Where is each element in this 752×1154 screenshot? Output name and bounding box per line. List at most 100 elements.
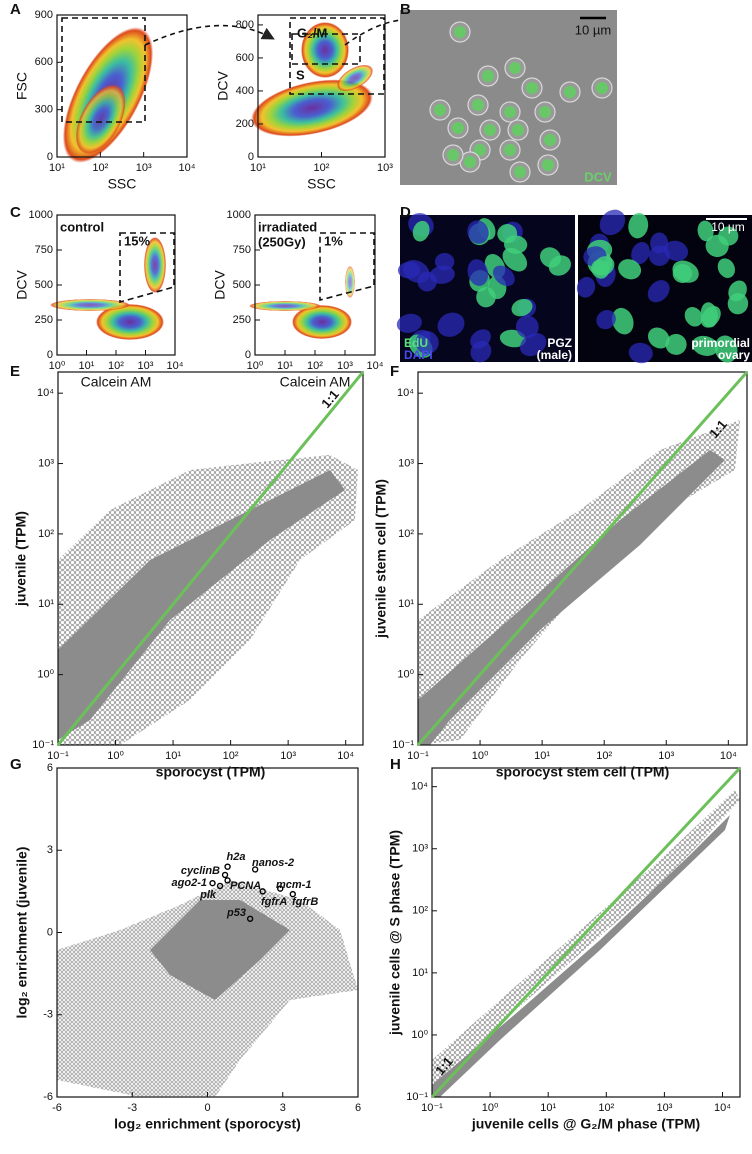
y-tick-label: 10⁴	[37, 387, 54, 399]
cells	[429, 21, 613, 183]
x-axis-label: log₂ enrichment (sporocyst)	[114, 1116, 301, 1132]
nucleus	[415, 330, 439, 354]
x-tick-label: 10²	[92, 162, 108, 174]
y-tick-label: 6	[47, 762, 53, 774]
y-tick-label: 900	[35, 9, 53, 21]
x-tick-label: 10⁴	[167, 360, 184, 372]
y-axis-label: log₂ enrichment (juvenile)	[14, 847, 30, 1019]
y-axis-label: FSC	[14, 72, 30, 100]
x-tick-label: 10³	[377, 162, 393, 174]
annotation: irradiated	[258, 219, 317, 234]
y-tick-label: 600	[35, 56, 53, 68]
x-tick-label: 10⁴	[720, 750, 737, 762]
y-tick-label: 0	[47, 349, 53, 361]
plot-frame	[417, 371, 748, 746]
image-text: 10 µm	[711, 220, 745, 234]
nucleus	[437, 312, 465, 337]
nucleus	[467, 220, 489, 244]
x-tick-label: 10¹	[277, 360, 293, 372]
cell-stain	[512, 124, 524, 136]
x-tick-label: 10⁴	[179, 162, 196, 174]
nucleus	[396, 313, 422, 333]
y-tick-label: 10⁻¹	[32, 739, 54, 751]
nucleus	[434, 253, 455, 271]
nucleus	[649, 245, 670, 266]
annotation: 1%	[324, 233, 343, 248]
nucleus	[612, 307, 634, 335]
cell-stain	[464, 156, 476, 168]
nucleus	[467, 259, 489, 286]
y-tick-label: 10⁴	[411, 781, 428, 793]
nucleus	[520, 333, 547, 357]
nucleus	[663, 240, 689, 262]
cell-stain	[542, 159, 554, 171]
y-tick-label: 10²	[398, 528, 414, 540]
cell-stain	[504, 106, 516, 118]
cell-stain	[484, 124, 496, 136]
y-tick-label: 0	[248, 151, 254, 163]
highlight-point	[221, 871, 229, 879]
cell-stain	[434, 104, 446, 116]
image-text: EdU	[404, 336, 428, 350]
annotation: S	[296, 67, 305, 82]
x-tick-label: 10¹	[79, 360, 95, 372]
cell-stain	[539, 106, 551, 118]
panel-letter: C	[10, 204, 21, 221]
highlight-point	[251, 866, 259, 873]
y-tick-label: 10³	[398, 457, 414, 469]
y-tick-label: 10¹	[38, 598, 54, 610]
x-tick-label: 10²	[314, 162, 330, 174]
gene-label: ago2-1	[172, 877, 207, 889]
identity-line	[56, 371, 365, 746]
panel-letter: F	[390, 363, 399, 380]
nucleus	[429, 265, 455, 284]
annotation: G₂/M	[297, 25, 327, 40]
x-tick-label: 10⁴	[337, 750, 354, 762]
y-tick-label: 10²	[412, 905, 428, 917]
x-tick-label: 10⁴	[367, 360, 384, 372]
x-tick-label: 10⁻¹	[47, 750, 69, 762]
y-tick-label: 1000	[227, 209, 251, 221]
x-tick-label: 10⁰	[107, 750, 124, 762]
nucleus	[593, 256, 615, 276]
panel-letter: D	[400, 204, 411, 221]
y-tick-label: 300	[35, 104, 53, 116]
x-tick-label: 10²	[223, 750, 239, 762]
x-tick-label: 10¹	[534, 750, 550, 762]
x-tick-label: 3	[280, 1102, 286, 1114]
nucleus	[511, 298, 533, 317]
y-tick-label: 10¹	[412, 967, 428, 979]
y-tick-label: 10⁰	[397, 669, 414, 681]
y-tick-label: 10⁰	[411, 1029, 428, 1041]
y-tick-label: 500	[233, 279, 251, 291]
nucleus	[718, 226, 739, 246]
plot-frame	[431, 767, 741, 1098]
y-tick-label: 10²	[38, 528, 54, 540]
y-axis-label: juvenile (TPM)	[13, 511, 29, 607]
cell-stain	[596, 82, 608, 94]
identity-line	[430, 766, 742, 1099]
image-text: (male)	[537, 348, 572, 362]
cell-stain	[514, 166, 526, 178]
x-tick-label: 10³	[656, 1102, 672, 1114]
highlight-point	[259, 888, 266, 895]
x-axis-label: Calcein AM	[280, 374, 351, 390]
nucleus	[493, 265, 515, 287]
nucleus	[727, 292, 749, 315]
gene-label: nanos-2	[252, 857, 294, 869]
highlight-point	[277, 885, 284, 892]
nucleus	[618, 259, 642, 280]
x-tick-label: 10⁰	[482, 1102, 499, 1114]
x-tick-label: 10⁴	[714, 1102, 731, 1114]
y-tick-label: 10³	[38, 457, 54, 469]
density-cloud	[50, 237, 355, 340]
highlight-point	[246, 915, 254, 922]
x-tick-label: 10²	[598, 1102, 614, 1114]
y-tick-label: 400	[236, 85, 254, 97]
nucleus	[692, 335, 719, 356]
nucleus	[540, 247, 561, 268]
y-tick-label: 500	[35, 279, 53, 291]
gene-label: p53	[226, 907, 246, 919]
cell-stain	[564, 86, 576, 98]
